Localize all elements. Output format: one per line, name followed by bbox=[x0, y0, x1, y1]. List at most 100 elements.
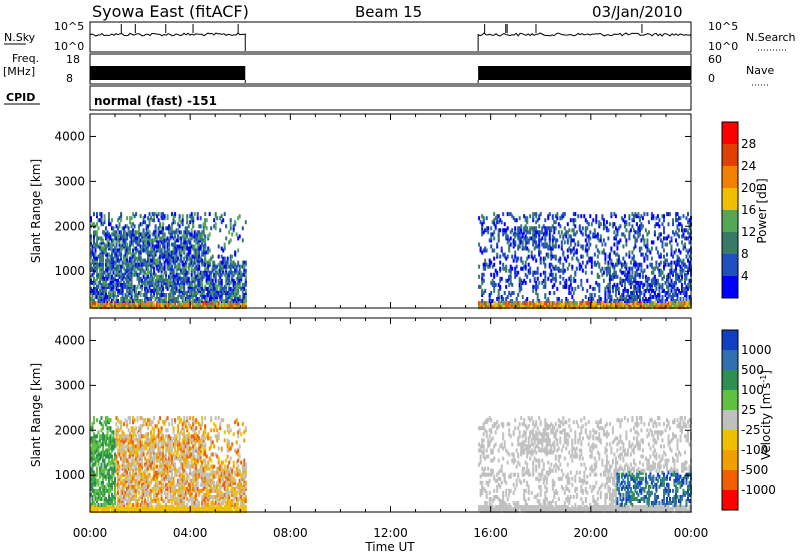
power-cell bbox=[186, 240, 189, 245]
power-cell bbox=[94, 252, 97, 257]
power-cell bbox=[108, 214, 110, 219]
power-cell bbox=[129, 250, 132, 255]
power-cell bbox=[153, 244, 156, 249]
power-cell bbox=[228, 291, 231, 295]
power-cell bbox=[136, 284, 139, 289]
power-cell bbox=[160, 280, 163, 285]
power-cell bbox=[569, 291, 572, 295]
power-cell bbox=[532, 212, 535, 217]
velocity-cell bbox=[130, 474, 133, 479]
power-cell bbox=[105, 278, 107, 283]
power-cell bbox=[622, 218, 625, 223]
power-cell bbox=[604, 260, 607, 265]
power-cell bbox=[171, 299, 174, 303]
power-cell bbox=[593, 232, 596, 237]
power-cell bbox=[635, 222, 638, 227]
power-cell bbox=[196, 278, 199, 283]
velocity-cell bbox=[136, 456, 139, 461]
power-cell bbox=[118, 266, 121, 271]
velocity-cell bbox=[100, 434, 103, 439]
power-cell bbox=[647, 248, 650, 253]
power-cell bbox=[687, 250, 689, 255]
cpid-panel: CPID normal (fast) -151 bbox=[4, 85, 692, 111]
station-title: Syowa East (fitACF) bbox=[92, 2, 249, 21]
velocity-cell bbox=[109, 476, 112, 481]
velocity-cell bbox=[126, 436, 129, 441]
power-cell bbox=[523, 236, 526, 241]
power-cell bbox=[123, 242, 126, 247]
power-cell bbox=[223, 212, 226, 217]
power-cell bbox=[659, 232, 662, 237]
velocity-cell bbox=[91, 466, 94, 471]
power-cell bbox=[219, 295, 222, 299]
velocity-cell bbox=[93, 488, 95, 493]
power-cell bbox=[656, 280, 659, 285]
power-cell bbox=[231, 288, 234, 293]
velocity-cell bbox=[91, 460, 94, 465]
velocity-cell bbox=[127, 444, 130, 449]
power-cell bbox=[186, 276, 189, 281]
power-cell bbox=[556, 238, 559, 243]
power-cell bbox=[503, 222, 506, 227]
power-cell bbox=[123, 254, 126, 259]
power-cell bbox=[183, 230, 186, 235]
velocity-cell bbox=[126, 434, 129, 439]
power-cell bbox=[614, 214, 617, 219]
power-cell bbox=[493, 230, 496, 235]
velocity-cell bbox=[106, 416, 109, 421]
power-cell bbox=[231, 254, 234, 259]
power-cell bbox=[678, 288, 680, 293]
velocity-cell bbox=[114, 452, 116, 457]
power-cell bbox=[183, 280, 186, 285]
velocity-cell bbox=[91, 486, 94, 491]
power-cell bbox=[190, 280, 193, 285]
power-cell bbox=[578, 224, 581, 229]
velocity-cell bbox=[130, 428, 133, 433]
power-cell bbox=[241, 238, 244, 243]
power-cell bbox=[120, 248, 123, 253]
power-cell bbox=[664, 301, 667, 306]
power-cell bbox=[547, 297, 550, 301]
power-cell bbox=[481, 288, 484, 293]
power-cell bbox=[515, 232, 518, 237]
power-cell bbox=[210, 297, 213, 301]
power-cell bbox=[181, 280, 184, 285]
velocity-cell bbox=[94, 480, 97, 485]
velocity-cell bbox=[136, 503, 139, 507]
power-cell bbox=[566, 230, 569, 235]
velocity-cell bbox=[126, 486, 129, 491]
power-cell bbox=[199, 236, 202, 241]
power-cell bbox=[126, 224, 129, 229]
power-cell bbox=[598, 274, 601, 279]
power-cell bbox=[190, 260, 193, 265]
power-cell bbox=[174, 248, 177, 253]
power-cell bbox=[93, 299, 95, 303]
power-cell bbox=[563, 226, 566, 231]
power-cell bbox=[166, 262, 169, 267]
power-cell bbox=[521, 240, 524, 245]
date-title: 03/Jan/2010 bbox=[592, 3, 683, 21]
power-cell bbox=[673, 268, 676, 273]
power-cell bbox=[171, 284, 174, 289]
power-cell bbox=[178, 258, 181, 263]
power-cell bbox=[91, 252, 94, 257]
power-cell bbox=[211, 299, 214, 303]
velocity-cell bbox=[132, 434, 135, 439]
power-ytick-label: 3000 bbox=[54, 174, 85, 188]
power-cell bbox=[632, 276, 635, 281]
power-cell bbox=[237, 262, 240, 267]
velocity-cell bbox=[99, 456, 101, 461]
power-cell bbox=[192, 301, 195, 306]
power-cell bbox=[535, 230, 538, 235]
power-cell bbox=[493, 262, 496, 267]
power-cell bbox=[102, 222, 104, 227]
power-cell bbox=[631, 256, 634, 261]
power-cell bbox=[187, 276, 190, 281]
power-cell bbox=[120, 268, 123, 273]
power-cell bbox=[586, 220, 589, 225]
power-cell bbox=[656, 266, 659, 271]
power-cell bbox=[196, 232, 199, 237]
power-cell bbox=[687, 301, 689, 306]
power-cell bbox=[237, 276, 240, 281]
power-cell bbox=[229, 297, 232, 301]
